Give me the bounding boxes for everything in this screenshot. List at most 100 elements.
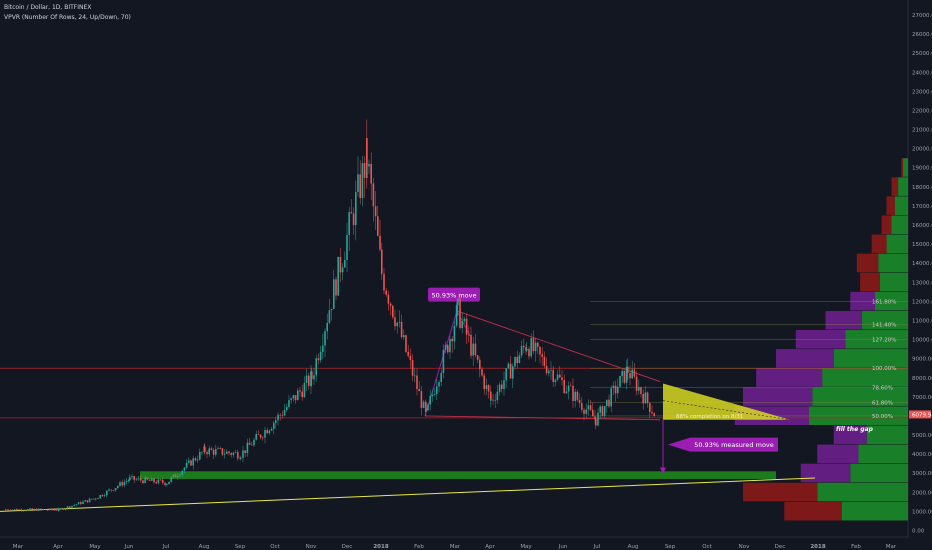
candle-down [56,510,58,511]
candle-up [119,482,121,486]
candle-down [572,386,574,401]
candle-down [16,509,18,510]
candle-up [286,407,288,410]
volume-profile-up-bar [867,425,908,444]
candle-up [472,344,474,356]
volume-profile-up-bar [817,483,908,502]
candle-down [647,393,649,404]
candle-up [497,392,499,400]
candle-up [235,452,237,453]
candle-down [162,480,164,483]
candle-up [434,394,436,395]
candle-down [401,322,403,337]
candle-down [262,438,264,439]
volume-profile-down-bar [882,215,892,234]
time-tick-label: Nov [306,544,317,550]
fib-level-label: 61.80% [872,401,893,407]
candle-up [631,370,633,379]
candle-up [247,443,249,453]
candle-down [488,385,490,391]
candle-up [585,409,587,413]
candle-up [84,500,86,501]
volume-profile-down-bar [887,196,895,215]
candle-up [324,331,326,345]
candle-up [399,322,401,323]
candle-down [211,448,213,450]
candle-up [436,386,438,394]
fib-level-label: 127.20% [872,338,896,344]
candle-down [36,509,38,511]
candle-down [516,357,518,363]
volume-profile-down-bar [817,445,858,464]
candle-down [282,415,284,416]
candle-down [206,452,208,454]
candle-up [574,392,576,401]
time-tick-label: Mar [13,544,24,550]
candle-down [468,335,470,336]
price-tick-label: 21000.00 [912,128,932,134]
candle-down [149,480,151,481]
candle-down [279,415,281,416]
candle-up [271,429,273,431]
candle-down [475,344,477,356]
candle-up [269,431,271,434]
candle-up [619,376,621,387]
volume-profile-down-bar [872,235,887,254]
candle-up [320,352,322,360]
candle-down [318,358,320,360]
candle-up [521,346,523,355]
candle-down [627,367,629,373]
fib-level-label: 100.00% [872,366,896,372]
candle-down [595,419,597,425]
candle-down [483,375,485,389]
candle-up [331,309,333,310]
candle-up [76,504,78,505]
candle-up [242,450,244,458]
candle-down [394,317,396,326]
candle-up [128,480,130,481]
volume-profile-up-bar [859,445,909,464]
candle-up [449,339,451,352]
time-tick-label: Jun [558,544,568,550]
candle-up [108,490,110,491]
time-tick-label: Dec [775,544,786,550]
candle-down [228,452,230,454]
candle-down [351,212,353,213]
candle-down [579,400,581,403]
candle-up [60,509,62,510]
candle-up [613,386,615,388]
candle-up [368,164,370,167]
indicator-title: VPVR (Number Of Rows, 24, Up/Down, 70) [4,14,131,21]
candle-down [447,345,449,352]
candle-up [192,458,194,465]
candle-up [82,502,84,504]
gap-zone [140,471,776,479]
candle-down [9,510,11,511]
candle-up [490,400,492,401]
candle-down [91,499,93,500]
candle-down [7,510,9,511]
candle-down [533,338,535,351]
price-tick-label: 14000.00 [912,261,932,267]
time-tick-label: Feb [414,544,424,550]
candle-up [461,321,463,328]
candle-down [634,370,636,377]
candle-up [93,499,95,500]
move-label: 50.93% move [431,292,476,300]
candle-down [53,510,55,511]
time-tick-label: Nov [739,544,750,550]
candle-up [499,385,501,392]
candle-down [541,354,543,356]
candle-up [396,323,398,327]
candle-down [20,509,22,510]
candle-up [297,390,299,400]
candle-down [479,360,481,370]
candle-down [528,349,530,356]
volume-profile-up-bar [895,196,908,215]
candle-down [410,356,412,360]
candle-up [557,375,559,380]
candle-up [240,458,242,459]
candle-down [615,386,617,394]
